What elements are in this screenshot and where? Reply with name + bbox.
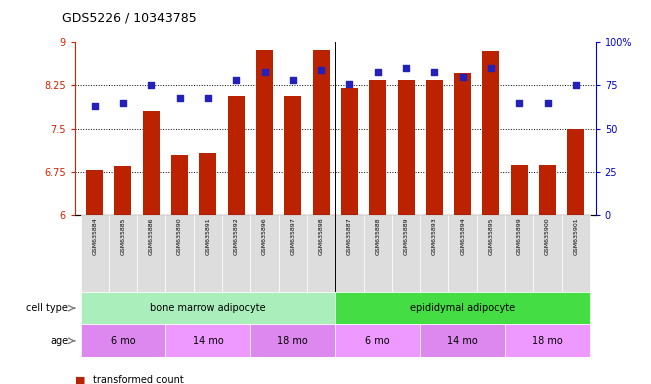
Bar	[307, 215, 335, 292]
Text: GSM635895: GSM635895	[488, 217, 493, 255]
Text: GSM635884: GSM635884	[92, 217, 97, 255]
Text: 14 mo: 14 mo	[447, 336, 478, 346]
Bar	[482, 51, 499, 215]
Bar	[341, 88, 358, 215]
Bar	[81, 324, 165, 357]
Bar	[398, 80, 415, 215]
Bar	[449, 215, 477, 292]
Bar	[505, 215, 533, 292]
Bar	[251, 324, 335, 357]
Point	[458, 74, 468, 80]
Text: 6 mo: 6 mo	[365, 336, 390, 346]
Point	[514, 100, 525, 106]
Text: GSM635893: GSM635893	[432, 217, 437, 255]
Bar	[81, 292, 335, 324]
Text: GSM635901: GSM635901	[574, 217, 578, 255]
Bar	[477, 215, 505, 292]
Bar	[568, 129, 585, 215]
Bar	[420, 324, 505, 357]
Text: bone marrow adipocyte: bone marrow adipocyte	[150, 303, 266, 313]
Text: GSM635885: GSM635885	[120, 217, 126, 255]
Bar	[115, 166, 132, 215]
Bar	[222, 215, 251, 292]
Text: 18 mo: 18 mo	[532, 336, 563, 346]
Text: GSM635889: GSM635889	[404, 217, 409, 255]
Bar	[426, 80, 443, 215]
Text: GSM635886: GSM635886	[149, 217, 154, 255]
Text: age: age	[50, 336, 68, 346]
Text: 6 mo: 6 mo	[111, 336, 135, 346]
Bar	[363, 215, 392, 292]
Bar	[109, 215, 137, 292]
Point	[344, 81, 355, 87]
Bar	[171, 155, 188, 215]
Point	[316, 67, 326, 73]
Point	[174, 94, 185, 101]
Bar	[86, 170, 103, 215]
Bar	[165, 215, 194, 292]
Bar	[335, 292, 590, 324]
Point	[118, 100, 128, 106]
Point	[288, 77, 298, 83]
Bar	[335, 215, 363, 292]
Point	[89, 103, 100, 109]
Point	[542, 100, 553, 106]
Text: ■: ■	[75, 375, 85, 384]
Bar	[562, 215, 590, 292]
Bar	[312, 50, 329, 215]
Point	[202, 94, 213, 101]
Point	[372, 68, 383, 74]
Bar	[511, 165, 528, 215]
Point	[259, 68, 270, 74]
Bar	[369, 80, 386, 215]
Bar	[81, 215, 109, 292]
Bar	[533, 215, 562, 292]
Text: GSM635891: GSM635891	[206, 217, 210, 255]
Text: epididymal adipocyte: epididymal adipocyte	[410, 303, 515, 313]
Point	[146, 83, 156, 89]
Text: GSM635898: GSM635898	[318, 217, 324, 255]
Bar	[251, 215, 279, 292]
Text: GSM635888: GSM635888	[375, 217, 380, 255]
Bar	[392, 215, 420, 292]
Point	[429, 68, 439, 74]
Text: transformed count: transformed count	[93, 375, 184, 384]
Point	[571, 83, 581, 89]
Point	[401, 65, 411, 71]
Text: GSM635897: GSM635897	[290, 217, 296, 255]
Text: GSM635896: GSM635896	[262, 217, 267, 255]
Bar	[256, 50, 273, 215]
Text: GSM635894: GSM635894	[460, 217, 465, 255]
Text: GDS5226 / 10343785: GDS5226 / 10343785	[62, 12, 197, 25]
Bar	[194, 215, 222, 292]
Text: 14 mo: 14 mo	[193, 336, 223, 346]
Bar	[137, 215, 165, 292]
Text: GSM635890: GSM635890	[177, 217, 182, 255]
Text: 18 mo: 18 mo	[277, 336, 308, 346]
Bar	[454, 73, 471, 215]
Bar	[199, 153, 216, 215]
Text: GSM635892: GSM635892	[234, 217, 239, 255]
Point	[231, 77, 242, 83]
Bar	[505, 324, 590, 357]
Bar	[539, 165, 556, 215]
Bar	[143, 111, 159, 215]
Text: GSM635899: GSM635899	[517, 217, 521, 255]
Bar	[284, 96, 301, 215]
Bar	[228, 96, 245, 215]
Bar	[165, 324, 251, 357]
Bar	[279, 215, 307, 292]
Bar	[335, 324, 420, 357]
Text: GSM635900: GSM635900	[545, 217, 550, 255]
Point	[486, 65, 496, 71]
Bar	[420, 215, 449, 292]
Text: GSM635887: GSM635887	[347, 217, 352, 255]
Text: cell type: cell type	[27, 303, 68, 313]
